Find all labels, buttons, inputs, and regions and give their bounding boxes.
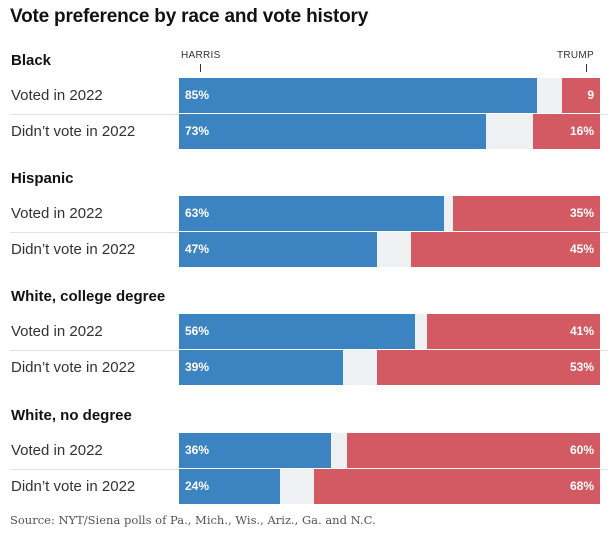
bar-track: 36% 60% [179, 433, 600, 468]
bar-track: 85% 9 [179, 78, 600, 113]
bar-track: 56% 41% [179, 314, 600, 349]
harris-bar [179, 232, 377, 267]
harris-column-label: HARRIS [181, 50, 221, 61]
row-label: Didn’t vote in 2022 [11, 241, 136, 258]
trump-bar [562, 78, 600, 113]
row-label: Voted in 2022 [11, 323, 103, 340]
harris-tick [200, 64, 201, 72]
trump-bar [452, 196, 600, 231]
group-label: Black [11, 52, 52, 69]
trump-value-label: 9 [587, 88, 594, 102]
harris-value-label: 36% [185, 443, 210, 457]
trump-value-label: 35% [569, 206, 594, 220]
harris-bar [179, 314, 415, 349]
harris-value-label: 73% [185, 124, 210, 138]
harris-bar [179, 469, 281, 504]
source-note: Source: NYT/Siena polls of Pa., Mich., W… [10, 513, 376, 527]
group-label: White, college degree [11, 288, 166, 305]
bar-track: 39% 53% [179, 350, 600, 385]
trump-bar [410, 232, 600, 267]
group-label: White, no degree [11, 407, 132, 424]
trump-bar [313, 469, 600, 504]
group-label: Hispanic [11, 170, 74, 187]
harris-value-label: 39% [185, 360, 210, 374]
harris-value-label: 56% [185, 324, 210, 338]
harris-bar [179, 114, 487, 149]
trump-value-label: 45% [569, 242, 594, 256]
harris-value-label: 24% [185, 479, 210, 493]
trump-bar [532, 114, 600, 149]
row-label: Voted in 2022 [11, 205, 103, 222]
harris-bar [179, 350, 344, 385]
harris-bar [179, 196, 445, 231]
trump-value-label: 16% [569, 124, 594, 138]
trump-column-label: TRUMP [556, 50, 594, 61]
row-label: Voted in 2022 [11, 442, 103, 459]
bar-track: 24% 68% [179, 469, 600, 504]
harris-bar [179, 433, 331, 468]
trump-tick [586, 64, 587, 72]
trump-value-label: 53% [569, 360, 594, 374]
trump-value-label: 41% [569, 324, 594, 338]
bar-track: 63% 35% [179, 196, 600, 231]
trump-bar [427, 314, 600, 349]
trump-bar [347, 433, 600, 468]
harris-value-label: 47% [185, 242, 210, 256]
harris-bar [179, 78, 537, 113]
row-label: Didn’t vote in 2022 [11, 478, 136, 495]
chart-title: Vote preference by race and vote history [10, 6, 369, 27]
trump-bar [376, 350, 600, 385]
trump-value-label: 68% [569, 479, 594, 493]
bar-track: 47% 45% [179, 232, 600, 267]
harris-value-label: 85% [185, 88, 210, 102]
trump-value-label: 60% [569, 443, 594, 457]
row-label: Voted in 2022 [11, 87, 103, 104]
harris-value-label: 63% [185, 206, 210, 220]
row-label: Didn’t vote in 2022 [11, 123, 136, 140]
row-label: Didn’t vote in 2022 [11, 359, 136, 376]
bar-track: 73% 16% [179, 114, 600, 149]
